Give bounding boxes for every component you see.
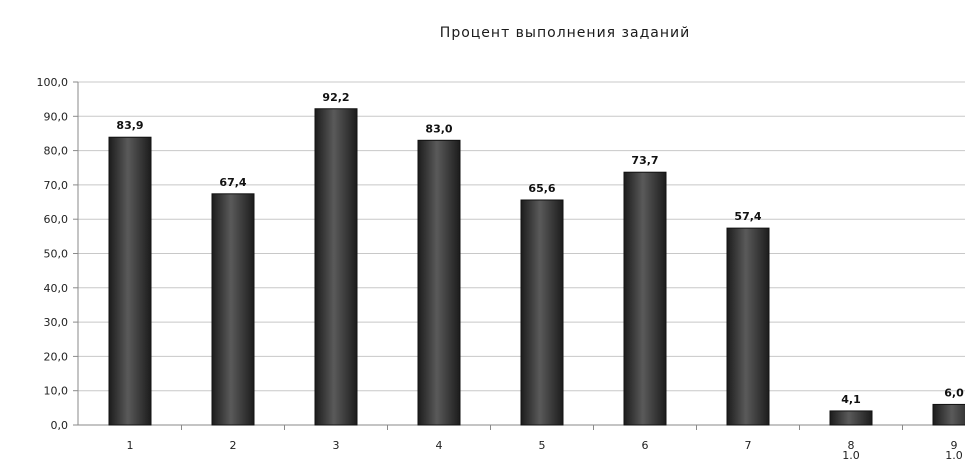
y-tick-label: 10,0 <box>44 385 69 398</box>
x-tick-label: 5 <box>539 439 546 452</box>
x-tick-label: 7 <box>745 439 752 452</box>
y-tick-label: 30,0 <box>44 316 69 329</box>
x-tick-label: 1 <box>127 439 134 452</box>
bar <box>314 108 358 426</box>
y-tick-label: 20,0 <box>44 350 69 363</box>
data-label: 4,1 <box>841 393 861 406</box>
bar <box>726 227 770 426</box>
x-tick-sublabel: 1.0 <box>945 449 963 459</box>
data-label: 83,0 <box>425 122 452 135</box>
bar <box>417 139 461 426</box>
data-label: 57,4 <box>734 210 761 223</box>
x-tick-label: 4 <box>436 439 443 452</box>
chart-title: Процент выполнения заданий <box>440 25 690 41</box>
y-tick-label: 70,0 <box>44 179 69 192</box>
data-label: 73,7 <box>631 154 658 167</box>
y-tick-label: 100,0 <box>37 76 69 89</box>
x-tick-sublabel: 1.0 <box>842 449 860 459</box>
x-tick-label: 9 <box>951 439 958 452</box>
y-tick-label: 50,0 <box>44 248 69 261</box>
x-axis: 1 2 3 4 5 6 7 81.091.0 <box>127 425 963 459</box>
y-axis: 0,0 10,0 20,0 30,0 40,0 50,0 60,0 70,0 80,0 90,0 1… <box>37 76 79 432</box>
bar <box>108 136 152 426</box>
data-label: 92,2 <box>322 91 349 104</box>
bars: 83,9 67,4 92,2 83,0 65,6 73,7 57,4 4,1 6,0 <box>108 91 965 426</box>
data-label: 67,4 <box>219 176 246 189</box>
bar <box>829 410 873 426</box>
bar <box>623 171 667 426</box>
y-tick-label: 80,0 <box>44 145 69 158</box>
y-tick-label: 60,0 <box>44 213 69 226</box>
y-tick-label: 0,0 <box>51 419 69 432</box>
x-tick-label: 3 <box>333 439 340 452</box>
data-label: 65,6 <box>528 182 555 195</box>
bar <box>211 193 255 426</box>
bar <box>520 199 564 426</box>
y-tick-label: 90,0 <box>44 110 69 123</box>
y-tick-label: 40,0 <box>44 282 69 295</box>
x-tick-label: 2 <box>230 439 237 452</box>
x-tick-label: 8 <box>848 439 855 452</box>
bar <box>932 403 965 426</box>
data-label: 83,9 <box>116 119 143 132</box>
x-tick-label: 6 <box>642 439 649 452</box>
data-label: 6,0 <box>944 386 964 399</box>
